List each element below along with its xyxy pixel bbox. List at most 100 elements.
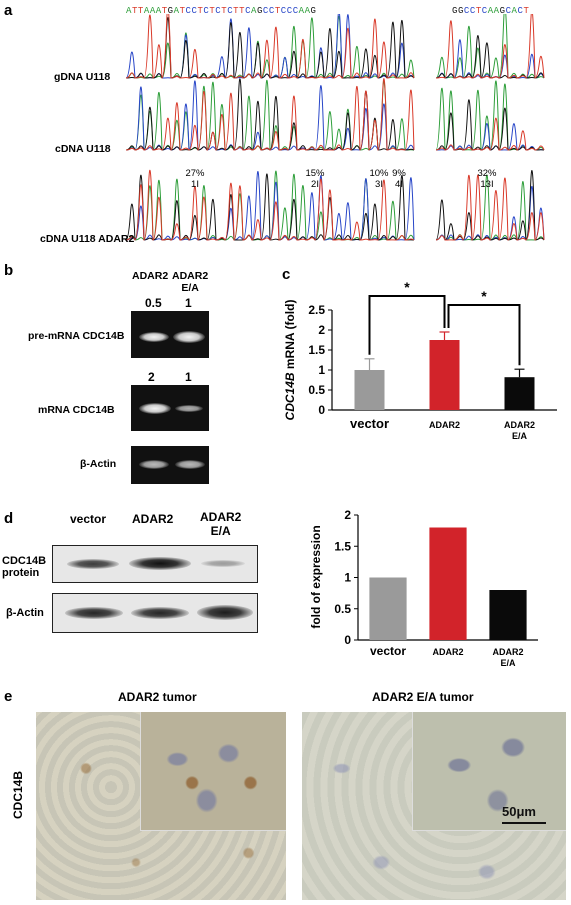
sequence-base: C <box>286 6 293 16</box>
bar <box>504 377 535 410</box>
panel-d-letter: d <box>4 510 14 527</box>
trace-line <box>435 14 545 79</box>
y-tick-label: 1 <box>344 571 351 585</box>
sequence-base: C <box>227 6 234 16</box>
sequence-left: ATTAAATGATCCTCTCTCTTCAGCCTCCCAAG <box>126 6 317 16</box>
gel-band <box>175 405 203 412</box>
panel-e-letter: e <box>4 688 13 705</box>
trace-line <box>125 78 415 151</box>
y-tick-label: 1.5 <box>334 539 351 553</box>
histology-row-label: CDC14B <box>11 770 26 820</box>
significance-star: * <box>404 279 410 295</box>
sequence-base: C <box>481 6 488 16</box>
trace-line <box>125 79 415 151</box>
histology-adar2-tumor <box>36 712 286 900</box>
sequence-base: C <box>262 6 269 16</box>
sequence-base: C <box>203 6 210 16</box>
sequence-base: C <box>292 6 299 16</box>
sequence-base: A <box>126 6 132 16</box>
category-label: E/A <box>500 658 516 668</box>
scale-bar <box>502 822 546 824</box>
wb-col-header-adar2ea-line1: ADAR2 <box>200 510 242 524</box>
scale-bar-label: 50μm <box>502 804 536 819</box>
sequence-base: C <box>280 6 287 16</box>
wb-band <box>65 607 123 619</box>
gel-value-pre-2: 1 <box>185 296 192 310</box>
wb-row-label-protein-line2: protein <box>2 567 40 579</box>
gel-pre-mrna <box>131 311 209 358</box>
category-label: ADAR2 <box>432 647 463 657</box>
sequence-base: G <box>457 6 464 16</box>
editing-pct-2: 15% <box>305 168 325 179</box>
gel-mrna <box>131 385 209 431</box>
sequence-base: C <box>185 6 192 16</box>
gel-row-label-mrna: mRNA CDC14B <box>38 404 115 416</box>
histology-adar2ea-tumor: 50μm <box>302 712 566 900</box>
sequence-base: G <box>256 6 263 16</box>
editing-site-label-5: 13I <box>480 179 494 190</box>
category-label: vector <box>350 416 389 431</box>
gel-band <box>173 331 205 343</box>
sequence-base: T <box>475 6 482 16</box>
y-axis-label: CDC14B mRNA (fold) <box>283 300 297 421</box>
sequence-base: G <box>167 6 174 16</box>
gel-actin <box>131 446 209 484</box>
bar <box>369 577 407 640</box>
y-axis-label-gene: CDC14B <box>283 372 297 420</box>
histology-title-left: ADAR2 tumor <box>118 690 197 704</box>
y-tick-label: 2 <box>344 508 351 522</box>
trace-line <box>125 169 415 241</box>
gel-row-label-pre-mrna: pre-mRNA CDC14B <box>28 330 125 342</box>
significance-bracket <box>368 295 446 355</box>
sequence-base: A <box>511 6 518 16</box>
y-tick-label: 1 <box>318 363 325 377</box>
wb-band <box>131 607 189 619</box>
gel-value-mrna-2: 1 <box>185 370 192 384</box>
y-axis-label: fold of expression <box>309 525 323 628</box>
editing-site-5: 32% 13I <box>472 168 502 190</box>
significance-bracket <box>447 304 521 366</box>
editing-site-3: 10% 3I <box>364 168 394 190</box>
sequence-base: T <box>161 6 168 16</box>
editing-pct-1: 27% <box>185 168 205 179</box>
category-label: E/A <box>512 431 528 441</box>
editing-pct-3: 10% <box>369 168 389 179</box>
wb-row-label-protein: CDC14B protein <box>2 555 46 579</box>
sequence-base: A <box>298 6 305 16</box>
wb-col-header-adar2: ADAR2 <box>132 512 174 526</box>
y-tick-label: 0.5 <box>334 602 351 616</box>
gel-band <box>139 332 169 342</box>
category-label: ADAR2 <box>492 647 523 657</box>
bar <box>429 527 467 640</box>
sequence-base: T <box>523 6 530 16</box>
sequence-base: G <box>499 6 506 16</box>
wb-row-label-actin: β-Actin <box>6 607 44 619</box>
sequence-base: T <box>274 6 281 16</box>
panel-c-letter: c <box>282 266 291 283</box>
histology-inset-left <box>140 712 286 831</box>
sequence-base: A <box>149 6 156 16</box>
gel-col-header-adar2ea-line1: ADAR2 <box>172 270 209 282</box>
y-tick-label: 0 <box>318 403 325 417</box>
sequence-base: T <box>137 6 144 16</box>
sequence-base: C <box>268 6 275 16</box>
sequence-base: C <box>469 6 476 16</box>
gel-band <box>175 460 205 469</box>
bar <box>354 370 385 410</box>
sequence-base: T <box>239 6 246 16</box>
category-label: ADAR2 <box>429 420 460 430</box>
histology-title-right: ADAR2 E/A tumor <box>372 690 474 704</box>
wb-band <box>201 560 245 567</box>
category-label: vector <box>370 644 406 658</box>
panel-b-letter: b <box>4 262 14 279</box>
gel-col-header-adar2ea-line2: E/A <box>181 282 199 294</box>
sequence-base: T <box>131 6 138 16</box>
row-label-cdna: cDNA U118 <box>55 143 111 155</box>
panel-a-letter: a <box>4 2 13 19</box>
row-label-cdna-adar2: cDNA U118 ADAR2 <box>40 233 135 245</box>
histology-inset-right <box>412 712 566 831</box>
y-tick-label: 2.5 <box>308 303 325 317</box>
editing-site-label-1: 1I <box>191 179 199 190</box>
sequence-base: A <box>143 6 150 16</box>
